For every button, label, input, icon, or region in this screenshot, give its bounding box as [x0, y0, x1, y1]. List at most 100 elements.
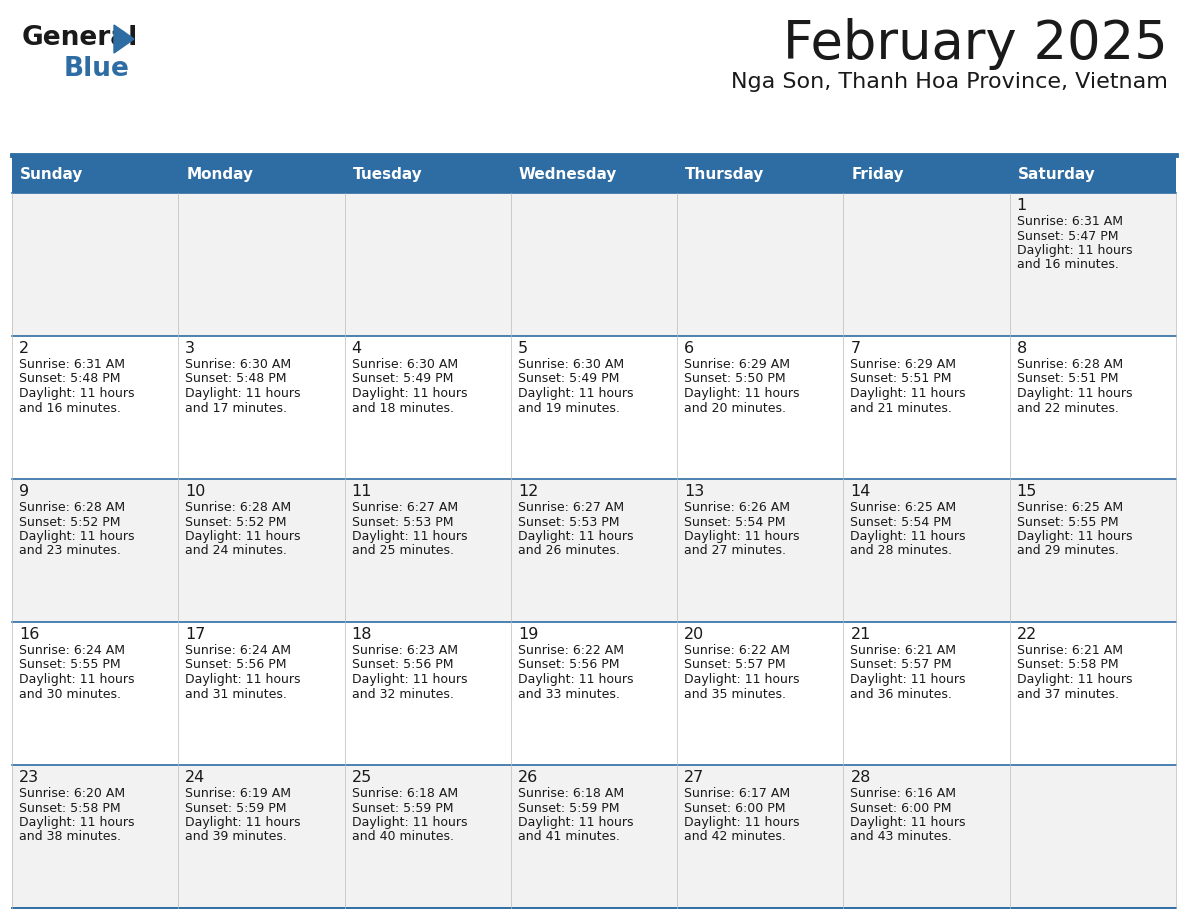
Text: Sunrise: 6:28 AM: Sunrise: 6:28 AM: [185, 501, 291, 514]
Text: Sunset: 5:47 PM: Sunset: 5:47 PM: [1017, 230, 1118, 242]
Text: Sunset: 5:56 PM: Sunset: 5:56 PM: [352, 658, 453, 671]
Bar: [677, 479, 843, 622]
Bar: [677, 622, 843, 765]
Text: 14: 14: [851, 484, 871, 499]
Text: Sunrise: 6:18 AM: Sunrise: 6:18 AM: [352, 787, 457, 800]
Text: Sunset: 5:58 PM: Sunset: 5:58 PM: [19, 801, 121, 814]
Text: Sunset: 5:59 PM: Sunset: 5:59 PM: [185, 801, 286, 814]
Text: and 39 minutes.: and 39 minutes.: [185, 831, 287, 844]
Bar: [843, 193, 1010, 336]
Text: Daylight: 11 hours: Daylight: 11 hours: [518, 673, 633, 686]
Bar: [12, 765, 178, 908]
Text: Sunset: 5:56 PM: Sunset: 5:56 PM: [518, 658, 619, 671]
Text: 18: 18: [352, 627, 372, 642]
Text: 12: 12: [518, 484, 538, 499]
Text: 11: 11: [352, 484, 372, 499]
Text: 24: 24: [185, 770, 206, 785]
Bar: [1010, 336, 1176, 479]
Text: Daylight: 11 hours: Daylight: 11 hours: [1017, 673, 1132, 686]
Text: and 16 minutes.: and 16 minutes.: [19, 401, 121, 415]
Text: Thursday: Thursday: [685, 166, 765, 182]
Text: Sunrise: 6:29 AM: Sunrise: 6:29 AM: [684, 358, 790, 371]
Text: 19: 19: [518, 627, 538, 642]
Text: Sunset: 5:49 PM: Sunset: 5:49 PM: [518, 373, 619, 386]
Bar: [843, 336, 1010, 479]
Text: Sunrise: 6:22 AM: Sunrise: 6:22 AM: [518, 644, 624, 657]
Text: 28: 28: [851, 770, 871, 785]
Text: 21: 21: [851, 627, 871, 642]
Text: 1: 1: [1017, 198, 1026, 213]
Text: Daylight: 11 hours: Daylight: 11 hours: [19, 530, 134, 543]
Bar: [178, 193, 345, 336]
Bar: [345, 765, 511, 908]
Text: Sunset: 5:57 PM: Sunset: 5:57 PM: [851, 658, 952, 671]
Text: 3: 3: [185, 341, 195, 356]
Text: and 23 minutes.: and 23 minutes.: [19, 544, 121, 557]
Text: Sunset: 5:56 PM: Sunset: 5:56 PM: [185, 658, 286, 671]
Text: Daylight: 11 hours: Daylight: 11 hours: [851, 816, 966, 829]
Text: Sunset: 5:59 PM: Sunset: 5:59 PM: [518, 801, 619, 814]
Text: 2: 2: [19, 341, 30, 356]
Text: 23: 23: [19, 770, 39, 785]
Text: Nga Son, Thanh Hoa Province, Vietnam: Nga Son, Thanh Hoa Province, Vietnam: [731, 72, 1168, 92]
Text: Sunrise: 6:28 AM: Sunrise: 6:28 AM: [1017, 358, 1123, 371]
Text: 7: 7: [851, 341, 860, 356]
Text: Sunset: 5:55 PM: Sunset: 5:55 PM: [19, 658, 121, 671]
Text: 5: 5: [518, 341, 527, 356]
Text: Daylight: 11 hours: Daylight: 11 hours: [185, 673, 301, 686]
Text: Daylight: 11 hours: Daylight: 11 hours: [352, 816, 467, 829]
Text: Daylight: 11 hours: Daylight: 11 hours: [851, 673, 966, 686]
Text: Daylight: 11 hours: Daylight: 11 hours: [1017, 387, 1132, 400]
Text: Daylight: 11 hours: Daylight: 11 hours: [185, 387, 301, 400]
Text: Sunrise: 6:25 AM: Sunrise: 6:25 AM: [851, 501, 956, 514]
Text: and 26 minutes.: and 26 minutes.: [518, 544, 620, 557]
Text: and 38 minutes.: and 38 minutes.: [19, 831, 121, 844]
Text: and 36 minutes.: and 36 minutes.: [851, 688, 953, 700]
Bar: [1010, 479, 1176, 622]
Text: Sunset: 5:58 PM: Sunset: 5:58 PM: [1017, 658, 1118, 671]
Text: Sunrise: 6:29 AM: Sunrise: 6:29 AM: [851, 358, 956, 371]
Text: and 20 minutes.: and 20 minutes.: [684, 401, 786, 415]
Text: Daylight: 11 hours: Daylight: 11 hours: [352, 673, 467, 686]
Text: Daylight: 11 hours: Daylight: 11 hours: [19, 816, 134, 829]
Text: Sunrise: 6:26 AM: Sunrise: 6:26 AM: [684, 501, 790, 514]
Text: Daylight: 11 hours: Daylight: 11 hours: [352, 530, 467, 543]
Text: 6: 6: [684, 341, 694, 356]
Text: Sunset: 5:52 PM: Sunset: 5:52 PM: [19, 516, 120, 529]
Bar: [345, 336, 511, 479]
Text: and 16 minutes.: and 16 minutes.: [1017, 259, 1119, 272]
Text: and 19 minutes.: and 19 minutes.: [518, 401, 620, 415]
Text: Sunrise: 6:17 AM: Sunrise: 6:17 AM: [684, 787, 790, 800]
Text: Sunset: 5:49 PM: Sunset: 5:49 PM: [352, 373, 453, 386]
Text: 10: 10: [185, 484, 206, 499]
Text: Sunrise: 6:18 AM: Sunrise: 6:18 AM: [518, 787, 624, 800]
Text: 13: 13: [684, 484, 704, 499]
Text: 4: 4: [352, 341, 361, 356]
Text: Sunrise: 6:31 AM: Sunrise: 6:31 AM: [1017, 215, 1123, 228]
Bar: [345, 622, 511, 765]
Text: Sunset: 6:00 PM: Sunset: 6:00 PM: [684, 801, 785, 814]
Text: and 29 minutes.: and 29 minutes.: [1017, 544, 1119, 557]
Text: Daylight: 11 hours: Daylight: 11 hours: [518, 387, 633, 400]
Bar: [12, 622, 178, 765]
Text: Sunset: 5:59 PM: Sunset: 5:59 PM: [352, 801, 453, 814]
Text: Daylight: 11 hours: Daylight: 11 hours: [1017, 530, 1132, 543]
Bar: [12, 336, 178, 479]
Text: and 31 minutes.: and 31 minutes.: [185, 688, 287, 700]
Text: 27: 27: [684, 770, 704, 785]
Bar: [1010, 622, 1176, 765]
Text: Wednesday: Wednesday: [519, 166, 618, 182]
Bar: [345, 193, 511, 336]
Text: Sunrise: 6:30 AM: Sunrise: 6:30 AM: [518, 358, 624, 371]
Bar: [677, 765, 843, 908]
Text: Sunrise: 6:19 AM: Sunrise: 6:19 AM: [185, 787, 291, 800]
Text: 8: 8: [1017, 341, 1026, 356]
Text: and 42 minutes.: and 42 minutes.: [684, 831, 786, 844]
Text: 20: 20: [684, 627, 704, 642]
Text: Daylight: 11 hours: Daylight: 11 hours: [518, 816, 633, 829]
Text: Sunrise: 6:21 AM: Sunrise: 6:21 AM: [1017, 644, 1123, 657]
Text: Daylight: 11 hours: Daylight: 11 hours: [518, 530, 633, 543]
Bar: [345, 479, 511, 622]
Text: Monday: Monday: [187, 166, 253, 182]
Bar: [511, 622, 677, 765]
